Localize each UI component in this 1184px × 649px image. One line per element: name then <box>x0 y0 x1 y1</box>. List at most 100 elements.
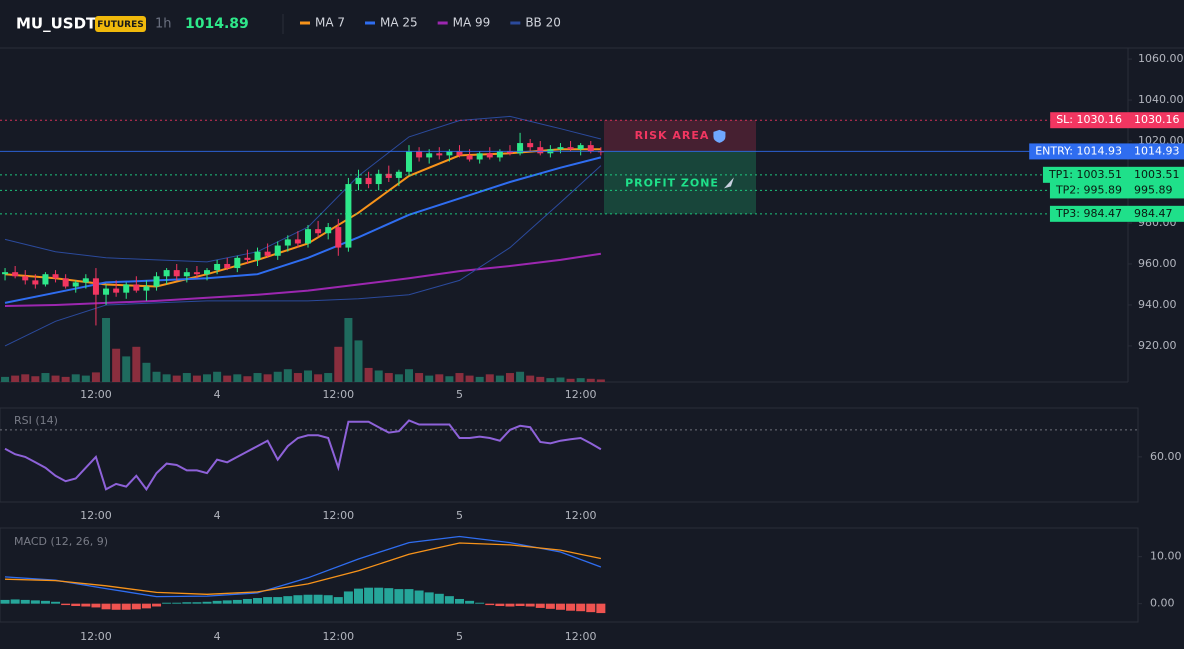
candle-body <box>274 245 281 256</box>
y-tick-label: 1060.00 <box>1138 52 1184 65</box>
candle-body <box>244 257 251 260</box>
rsi-title: RSI (14) <box>14 414 58 427</box>
histogram-bar <box>576 603 586 612</box>
candle-body <box>103 288 110 295</box>
histogram-bar <box>485 603 495 606</box>
histogram-bar <box>364 587 374 604</box>
volume-bar <box>556 377 565 382</box>
legend-label: BB 20 <box>525 16 561 30</box>
volume-bar <box>374 370 383 382</box>
x-tick-label: 12:00 <box>322 388 354 401</box>
candle-body <box>355 177 362 185</box>
histogram-bar <box>475 602 485 604</box>
histogram-bar <box>141 603 151 609</box>
volume-bar <box>475 376 484 382</box>
volume-bar <box>172 375 181 382</box>
volume-bar <box>61 376 70 382</box>
histogram-bar <box>91 603 101 608</box>
candle-body <box>193 272 200 275</box>
y-tick-label: 960.00 <box>1138 257 1177 270</box>
level-label: ENTRY: 1014.93 <box>1035 144 1122 157</box>
candle-body <box>284 239 291 246</box>
axis-label: 1014.93 <box>1134 144 1180 157</box>
candle-body <box>264 251 271 256</box>
level-label-bg <box>1049 205 1128 222</box>
candle-body <box>254 251 261 260</box>
y-tick-label: 0.00 <box>1150 597 1175 610</box>
volume-bar <box>425 375 434 382</box>
candle-body <box>163 270 170 277</box>
candle-body <box>375 173 382 185</box>
volume-bar <box>546 378 555 382</box>
volume-bar <box>51 375 60 382</box>
histogram-bar <box>596 603 606 614</box>
axis-label-bg <box>1128 182 1184 199</box>
level-label: SL: 1030.16 <box>1056 113 1122 126</box>
volume-bar <box>263 374 272 382</box>
volume-bar <box>526 375 535 382</box>
histogram-bar <box>495 603 505 607</box>
histogram-bar <box>61 603 71 606</box>
volume-bar <box>455 373 464 382</box>
candle-body <box>32 280 39 285</box>
volume-bar <box>465 375 474 382</box>
histogram-bar <box>414 590 424 604</box>
candle-body <box>335 227 342 248</box>
candle-body <box>506 151 513 154</box>
volume-bar <box>71 374 80 382</box>
volume-bar <box>243 376 252 382</box>
candle-body <box>234 257 241 269</box>
histogram-bar <box>404 589 414 604</box>
candle-body <box>183 272 190 277</box>
candle-body <box>82 278 89 283</box>
candle-body <box>2 272 9 275</box>
histogram-bar <box>192 602 202 604</box>
candle-body <box>426 153 433 158</box>
volume-bar <box>485 374 494 382</box>
level-label-bg <box>1049 182 1128 199</box>
candle-body <box>204 270 211 275</box>
histogram-bar <box>273 597 283 604</box>
volume-bar <box>122 356 131 382</box>
histogram-bar <box>293 595 303 604</box>
macd-line <box>4 542 602 595</box>
candle-body <box>446 151 453 156</box>
volume-bar <box>505 373 514 382</box>
x-tick-label: 12:00 <box>565 388 597 401</box>
candle-body <box>143 286 150 291</box>
histogram-bar <box>0 599 10 604</box>
histogram-bar <box>212 600 222 604</box>
level-label: TP3: 984.47 <box>1055 207 1122 220</box>
histogram-bar <box>535 603 545 608</box>
x-tick-label: 12:00 <box>80 388 112 401</box>
legend-label: MA 7 <box>315 16 345 30</box>
macd-title: MACD (12, 26, 9) <box>14 535 108 548</box>
x-tick-label: 5 <box>456 630 463 643</box>
candle-body <box>214 263 221 271</box>
level-label-bg <box>1050 112 1128 129</box>
candle-body <box>153 276 160 287</box>
histogram-bar <box>71 603 81 607</box>
level-label: TP2: 995.89 <box>1055 183 1122 196</box>
histogram-bar <box>525 603 535 607</box>
candle-body <box>496 151 503 158</box>
volume-bar <box>213 371 222 382</box>
volume-bar <box>223 375 232 382</box>
histogram-bar <box>162 602 172 604</box>
candle-body <box>365 177 372 185</box>
candle-body <box>345 184 352 248</box>
candle-body <box>527 143 534 148</box>
macd-line <box>4 535 602 598</box>
candle-body <box>92 278 99 295</box>
histogram-bar <box>586 603 596 613</box>
candle-body <box>486 153 493 158</box>
x-tick-label: 12:00 <box>322 509 354 522</box>
volume-bar <box>293 373 302 382</box>
candle-body <box>466 155 473 160</box>
histogram-bar <box>121 603 131 610</box>
volume-bar <box>132 346 141 382</box>
candle-body <box>42 274 49 285</box>
macd-panel <box>0 527 1139 623</box>
volume-bar <box>445 376 454 382</box>
